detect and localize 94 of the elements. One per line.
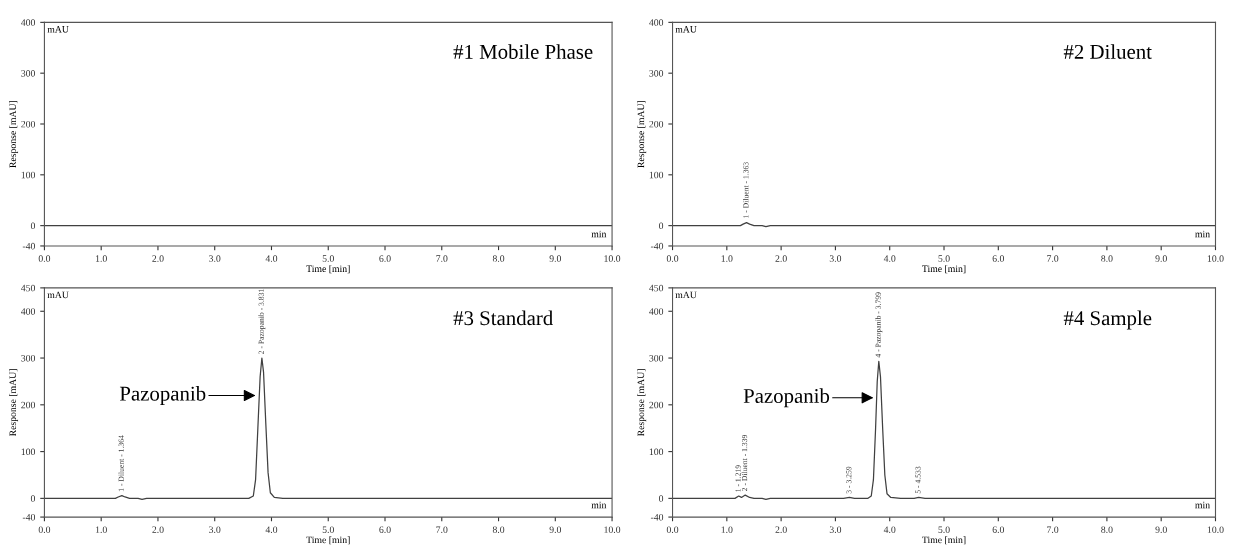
x-tick-label: 7.0 [1047,255,1059,262]
x-tick-label: 9.0 [549,526,562,533]
x-tick-label: 10.0 [604,526,621,533]
x-axis-title: Time [min] [922,536,966,545]
y-tick-label: 400 [21,308,36,315]
text: #2 Diluent [1063,44,1152,59]
annotation: mAU [675,26,697,33]
x-tick-label: 4.0 [265,255,278,262]
x-tick-label: 9.0 [1155,526,1167,533]
y-tick-label: -40 [650,513,664,521]
y-tick-label: 450 [21,284,36,292]
x-tick-label: 2.0 [775,526,787,533]
x-tick-label: 8.0 [492,255,505,262]
y-axis-title: Response [mAU] [9,101,19,168]
x-tick-label: 2.0 [152,255,164,262]
x-tick-label: 4.0 [883,526,896,533]
x-tick-label: 1.0 [721,526,733,533]
x-tick-label: 3.0 [829,255,842,262]
x-tick-label: 1.0 [95,255,107,262]
y-tick-label: 0 [30,222,36,230]
y-tick-label: 0 [659,222,664,230]
text: #3 Standard [453,310,553,326]
line-series [44,357,613,500]
x-tick-label: 10.0 [1207,255,1224,262]
x-tick-label: 2.0 [775,255,787,262]
x-tick-label: 7.0 [436,255,448,262]
x-tick-label: 6.0 [379,526,391,533]
x-tick-label: 9.0 [1155,255,1167,262]
annotation: mAU [47,26,69,33]
y-tick-label: 300 [21,354,36,362]
x-tick-label: 3.0 [209,255,221,262]
y-tick-label: 0 [30,495,36,502]
annotation: min [1195,230,1210,238]
y-tick-label: 400 [649,308,664,315]
x-tick-label: 6.0 [379,255,391,262]
x-tick-label: 0.0 [38,526,51,533]
y-tick-label: 300 [649,70,664,77]
y-tick-label: -40 [650,242,664,250]
y-tick-label: 100 [649,171,664,179]
x-tick-label: 10.0 [604,255,621,262]
x-tick-label: 1.0 [721,255,733,262]
y-axis-title: Response [mAU] [637,101,647,168]
x-tick-label: 0.0 [666,255,679,262]
y-tick-label: 200 [649,120,664,128]
x-tick-label: 5.0 [322,526,334,533]
line-series [672,360,1216,500]
y-tick-label: 450 [649,284,664,292]
x-tick-label: 6.0 [992,255,1005,262]
y-tick-label: 300 [649,354,664,362]
x-tick-label: 5.0 [938,255,950,262]
annotation: Pazopanib [119,386,206,405]
annotation: min [591,230,607,238]
y-tick-label: 100 [21,448,36,456]
x-tick-label: 7.0 [1047,526,1059,533]
annotation: Pazopanib [743,388,830,408]
x-tick-label: 2.0 [152,526,164,533]
y-tick-label: -40 [22,513,36,521]
x-axis-title: Time [min] [922,265,966,274]
x-axis-title: Time [min] [306,536,350,545]
text: #4 Sample [1063,310,1152,330]
x-tick-label: 3.0 [829,526,842,533]
annotation: mAU [47,291,69,299]
x-tick-label: 7.0 [436,526,448,533]
x-tick-label: 4.0 [265,526,278,533]
x-tick-label: 6.0 [992,526,1005,533]
y-axis-title: Response [mAU] [637,369,647,437]
x-tick-label: 1.0 [95,526,107,533]
y-tick-label: 0 [659,495,664,502]
y-tick-label: 200 [21,120,36,128]
x-tick-label: 5.0 [938,526,950,533]
x-tick-label: 8.0 [1101,255,1113,262]
x-axis-title: Time [min] [306,265,350,274]
x-tick-label: 8.0 [492,526,505,533]
y-tick-label: -40 [22,242,36,250]
y-tick-label: 400 [21,19,36,26]
annotation: min [1195,501,1210,509]
x-tick-label: 4.0 [883,255,896,262]
y-tick-label: 100 [21,171,36,179]
y-tick-label: 400 [649,19,664,26]
text: #1 Mobile Phase [453,44,593,59]
y-axis-title: Response [mAU] [9,369,19,437]
x-tick-label: 3.0 [209,526,221,533]
annotation: min [591,501,607,509]
x-tick-label: 10.0 [1207,526,1224,533]
y-tick-label: 100 [649,448,664,456]
y-tick-label: 300 [21,70,36,77]
y-tick-label: 200 [649,401,664,409]
x-tick-label: 0.0 [38,255,51,262]
x-tick-label: 5.0 [322,255,334,262]
y-tick-label: 200 [21,401,36,409]
x-tick-label: 9.0 [549,255,562,262]
annotation: mAU [675,291,697,299]
x-tick-label: 0.0 [666,526,679,533]
x-tick-label: 8.0 [1101,526,1113,533]
